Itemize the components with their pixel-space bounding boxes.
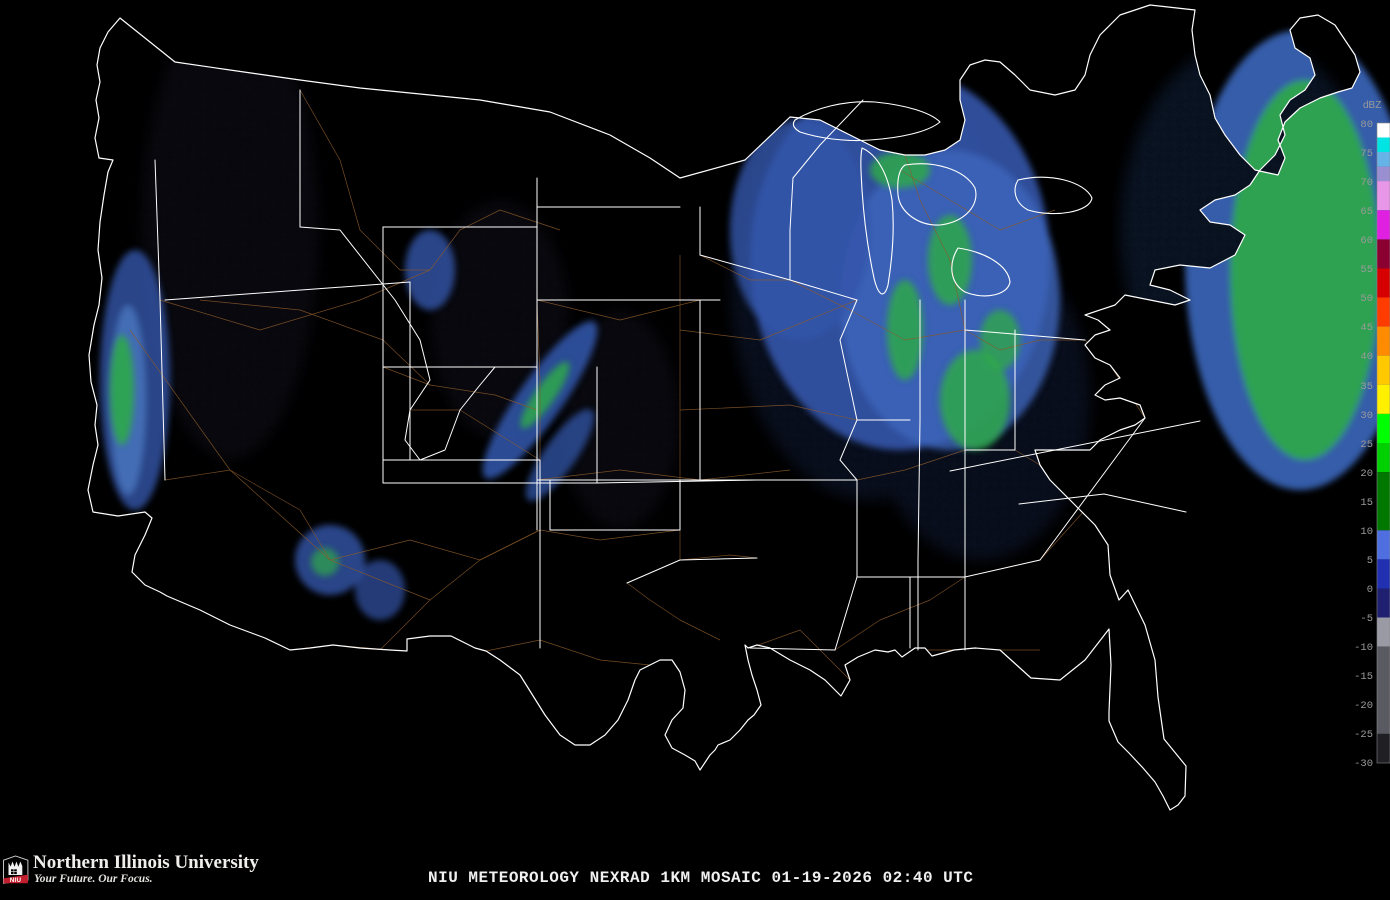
svg-text:25: 25 bbox=[1360, 439, 1373, 451]
svg-text:-30: -30 bbox=[1354, 758, 1373, 770]
svg-text:80: 80 bbox=[1360, 119, 1373, 131]
svg-text:60: 60 bbox=[1360, 235, 1373, 247]
svg-text:-20: -20 bbox=[1354, 700, 1373, 712]
svg-text:-15: -15 bbox=[1354, 671, 1373, 683]
svg-text:-5: -5 bbox=[1360, 613, 1373, 625]
svg-text:50: 50 bbox=[1360, 293, 1373, 305]
svg-text:30: 30 bbox=[1360, 410, 1373, 422]
svg-text:40: 40 bbox=[1360, 351, 1373, 363]
svg-text:Northern Illinois University: Northern Illinois University bbox=[33, 852, 259, 873]
svg-text:15: 15 bbox=[1360, 497, 1373, 509]
svg-text:55: 55 bbox=[1360, 264, 1373, 276]
svg-text:0: 0 bbox=[1367, 584, 1373, 596]
svg-text:dBZ: dBZ bbox=[1363, 100, 1381, 111]
svg-text:Your Future. Our Focus.: Your Future. Our Focus. bbox=[34, 873, 153, 885]
svg-text:35: 35 bbox=[1360, 381, 1373, 393]
svg-text:-10: -10 bbox=[1354, 642, 1373, 654]
svg-text:10: 10 bbox=[1360, 526, 1373, 538]
svg-text:NIU: NIU bbox=[10, 877, 22, 884]
svg-text:65: 65 bbox=[1360, 206, 1373, 218]
svg-text:-25: -25 bbox=[1354, 729, 1373, 741]
svg-text:75: 75 bbox=[1360, 148, 1373, 160]
svg-text:NIU METEOROLOGY NEXRAD 1KM MOS: NIU METEOROLOGY NEXRAD 1KM MOSAIC 01-19-… bbox=[428, 869, 973, 887]
svg-text:70: 70 bbox=[1360, 177, 1373, 189]
svg-text:5: 5 bbox=[1367, 555, 1373, 567]
svg-text:20: 20 bbox=[1360, 468, 1373, 480]
svg-text:45: 45 bbox=[1360, 322, 1373, 334]
